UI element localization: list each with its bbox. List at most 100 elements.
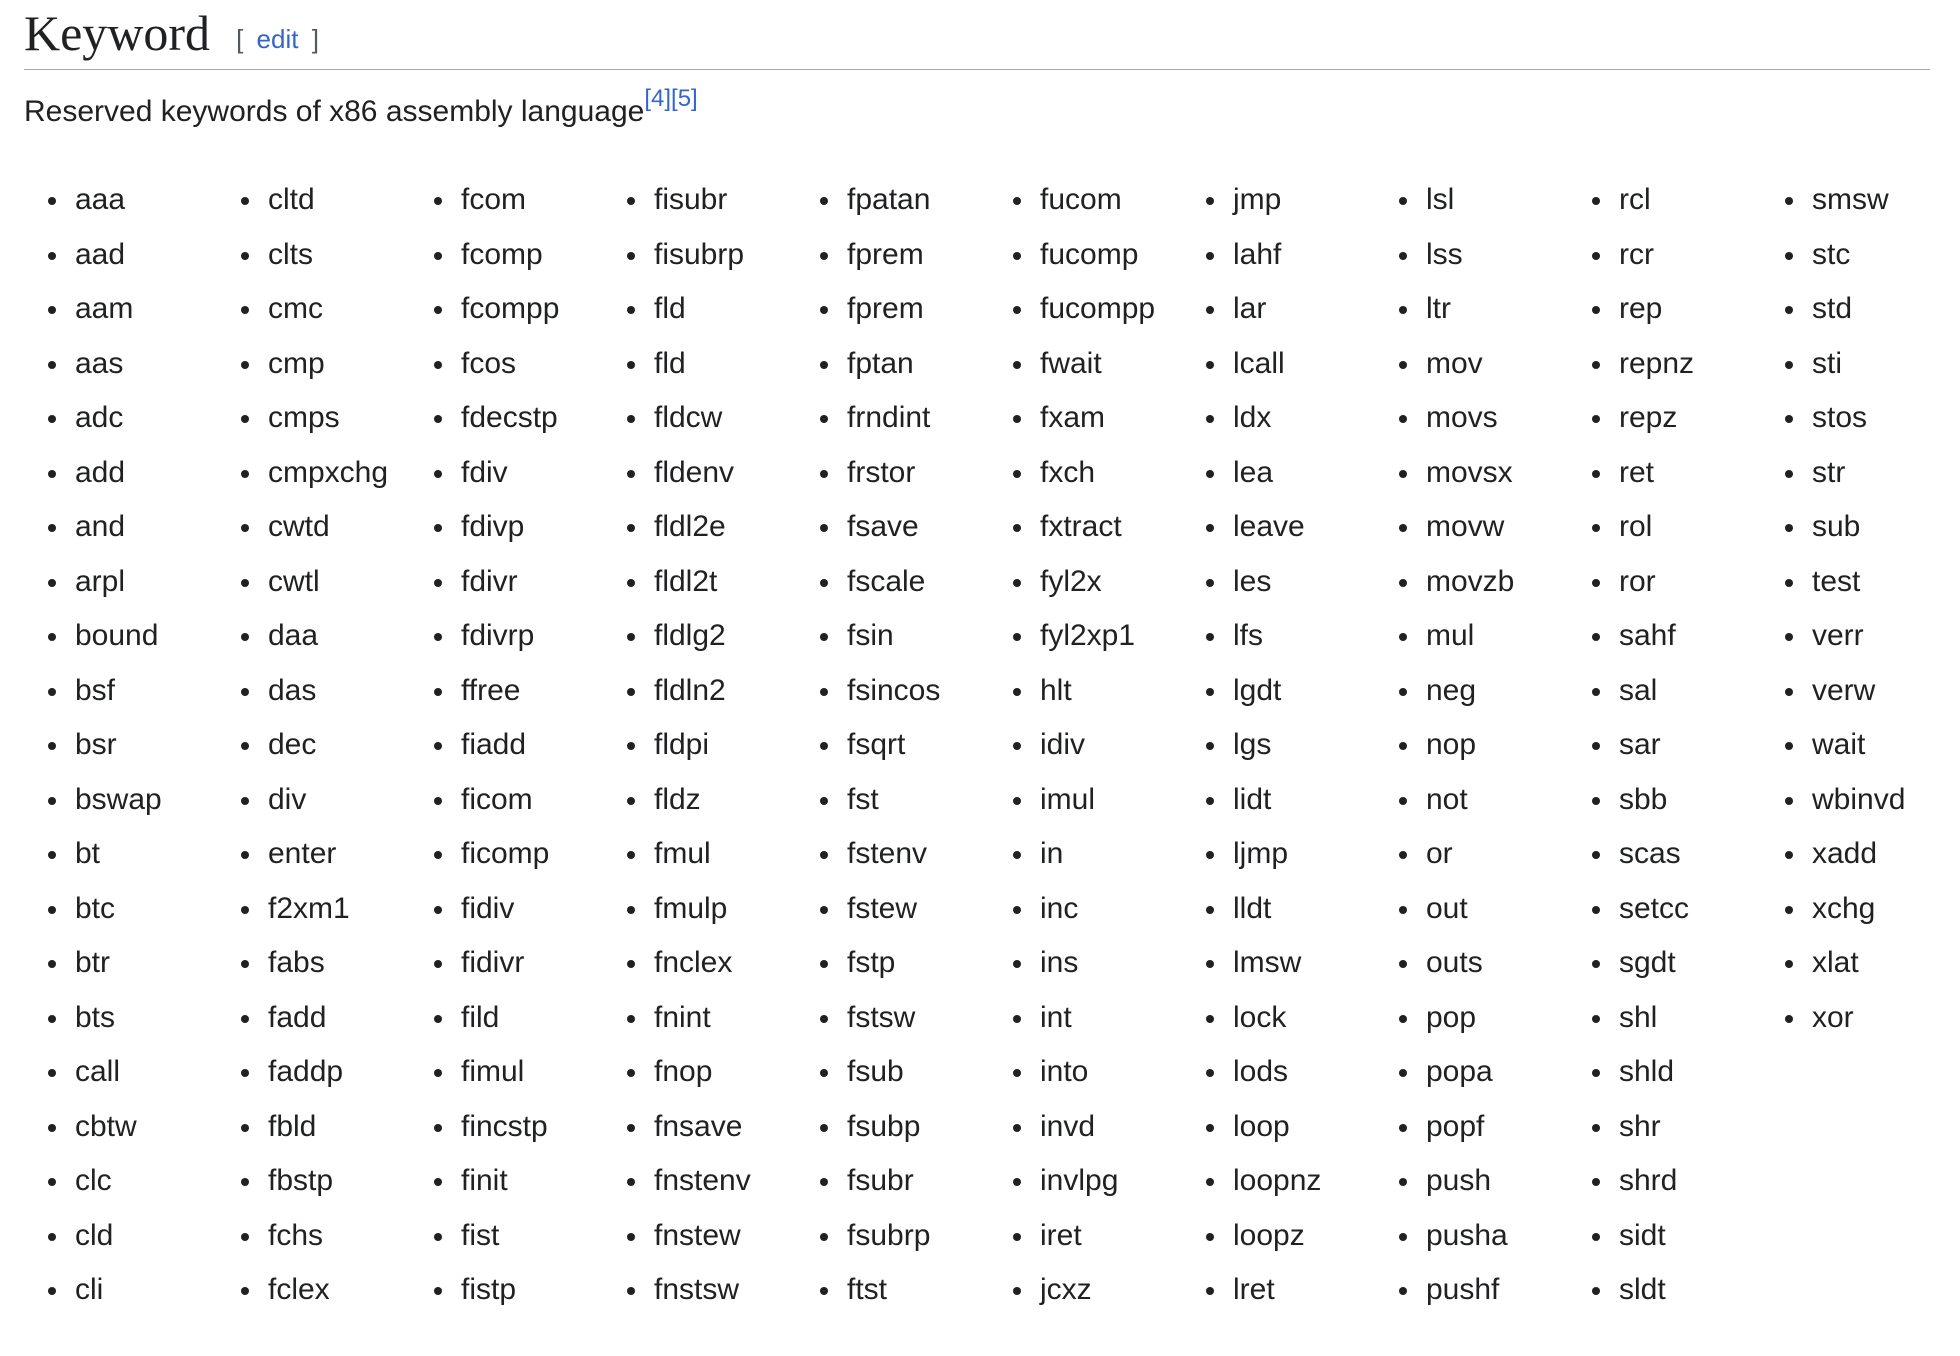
keyword-list-item: hlt [989, 664, 1182, 719]
keyword-text: popa [1426, 1055, 1493, 1088]
keyword-text: bswap [75, 782, 162, 816]
keyword-text: repnz [1619, 346, 1695, 380]
bullet-icon [1206, 524, 1214, 533]
keyword-text: fldlg2 [654, 619, 726, 652]
keyword-list-item: sbb [1568, 773, 1761, 828]
keyword-list-item: fprem [796, 282, 989, 337]
keyword-text: fsincos [847, 673, 941, 707]
keyword-text: wait [1812, 728, 1866, 761]
keyword-list-item: sar [1568, 718, 1761, 773]
keyword-list-item: fdecstp [410, 391, 603, 446]
keyword-list-item: sal [1568, 664, 1761, 719]
edit-link[interactable]: edit [256, 24, 299, 54]
keyword-list-item: lahf [1182, 228, 1375, 283]
bullet-icon [434, 687, 442, 696]
keyword-list-item: lldt [1182, 882, 1375, 937]
bullet-icon [627, 1287, 635, 1296]
keyword-text: fnclex [654, 946, 733, 979]
bullet-icon [1399, 578, 1407, 587]
bullet-icon [820, 524, 828, 533]
keyword-list-item: fldcw [603, 391, 796, 446]
keyword-list-item: rcr [1568, 228, 1761, 283]
keyword-list-item: cmp [217, 337, 410, 392]
keyword-list-item: or [1375, 827, 1568, 882]
section-title: Keyword [24, 5, 211, 61]
keyword-text: fidiv [461, 891, 515, 925]
keyword-list-item: leave [1182, 500, 1375, 555]
keyword-list-item: jmp [1182, 173, 1375, 228]
keyword-text: shl [1619, 1000, 1658, 1034]
keyword-list-item: aas [24, 337, 217, 392]
keyword-text: fsin [847, 619, 894, 652]
keyword-text: pushf [1426, 1273, 1500, 1306]
keyword-text: fldl2e [654, 510, 726, 543]
bullet-icon [1592, 197, 1600, 206]
keyword-list-item: fldln2 [603, 664, 796, 719]
keyword-text: lahf [1233, 237, 1282, 271]
keyword-text: fldln2 [654, 673, 726, 707]
keyword-text: fst [847, 782, 879, 816]
keyword-text: fsubrp [847, 1218, 931, 1252]
keyword-text: fsqrt [847, 728, 906, 761]
keyword-text: lea [1233, 455, 1274, 489]
bullet-icon [241, 633, 249, 642]
keyword-list-item: smsw [1761, 173, 1954, 228]
keyword-list-item: pushf [1375, 1263, 1568, 1318]
bullet-icon [1399, 415, 1407, 424]
keyword-text: mul [1426, 619, 1475, 652]
bullet-icon [434, 415, 442, 424]
keyword-text: fisubr [654, 183, 728, 216]
keyword-text: fldz [654, 782, 701, 816]
bullet-icon [241, 1014, 249, 1023]
keyword-list-item: shr [1568, 1100, 1761, 1155]
keyword-list-item: fisubr [603, 173, 796, 228]
keyword-text: into [1040, 1055, 1089, 1088]
keyword-list-item: lss [1375, 228, 1568, 283]
bullet-icon [1399, 960, 1407, 969]
reference-link-5[interactable]: [5] [671, 85, 698, 112]
bullet-icon [1592, 306, 1600, 315]
keyword-text: sbb [1619, 782, 1668, 816]
keyword-list-item: faddp [217, 1045, 410, 1100]
keyword-list-item: fnstew [603, 1209, 796, 1264]
bullet-icon [434, 633, 442, 642]
bullet-icon [1399, 1014, 1407, 1023]
keyword-list-item: fimul [410, 1045, 603, 1100]
keyword-list-item: fsave [796, 500, 989, 555]
bullet-icon [1592, 469, 1600, 478]
bullet-icon [48, 360, 56, 369]
keyword-column: fpatan fprem fprem fptan frndint frstor fsave f… [796, 173, 989, 1318]
bullet-icon [1399, 1232, 1407, 1241]
bullet-icon [1013, 1123, 1021, 1132]
keyword-text: das [268, 673, 317, 707]
bullet-icon [627, 851, 635, 860]
keyword-text: bound [75, 619, 159, 652]
reference-link-4[interactable]: [4] [644, 85, 672, 112]
keyword-list-item: loopz [1182, 1209, 1375, 1264]
bullet-icon [820, 851, 828, 860]
keyword-text: aam [75, 292, 134, 325]
keyword-text: lcall [1233, 346, 1285, 380]
bullet-icon [1785, 851, 1793, 860]
keyword-list-item: cmc [217, 282, 410, 337]
keyword-text: lidt [1233, 782, 1272, 816]
keyword-list-item: cmpxchg [217, 446, 410, 501]
keyword-text: fscale [847, 564, 926, 598]
keyword-text: ldx [1233, 401, 1272, 434]
keyword-list-item: sti [1761, 337, 1954, 392]
bullet-icon [627, 796, 635, 805]
keyword-list-item: fxch [989, 446, 1182, 501]
bullet-icon [1206, 1123, 1214, 1132]
keyword-list-item: ldx [1182, 391, 1375, 446]
keyword-text: cmp [268, 346, 325, 380]
keyword-text: arpl [75, 564, 126, 598]
bullet-icon [1785, 633, 1793, 642]
bullet-icon [627, 742, 635, 751]
keyword-text: enter [268, 837, 337, 870]
keyword-list-item: ror [1568, 555, 1761, 610]
bullet-icon [1013, 360, 1021, 369]
bullet-icon [48, 1069, 56, 1078]
bullet-icon [1592, 1069, 1600, 1078]
bullet-icon [820, 960, 828, 969]
keyword-text: fdivp [461, 510, 525, 543]
